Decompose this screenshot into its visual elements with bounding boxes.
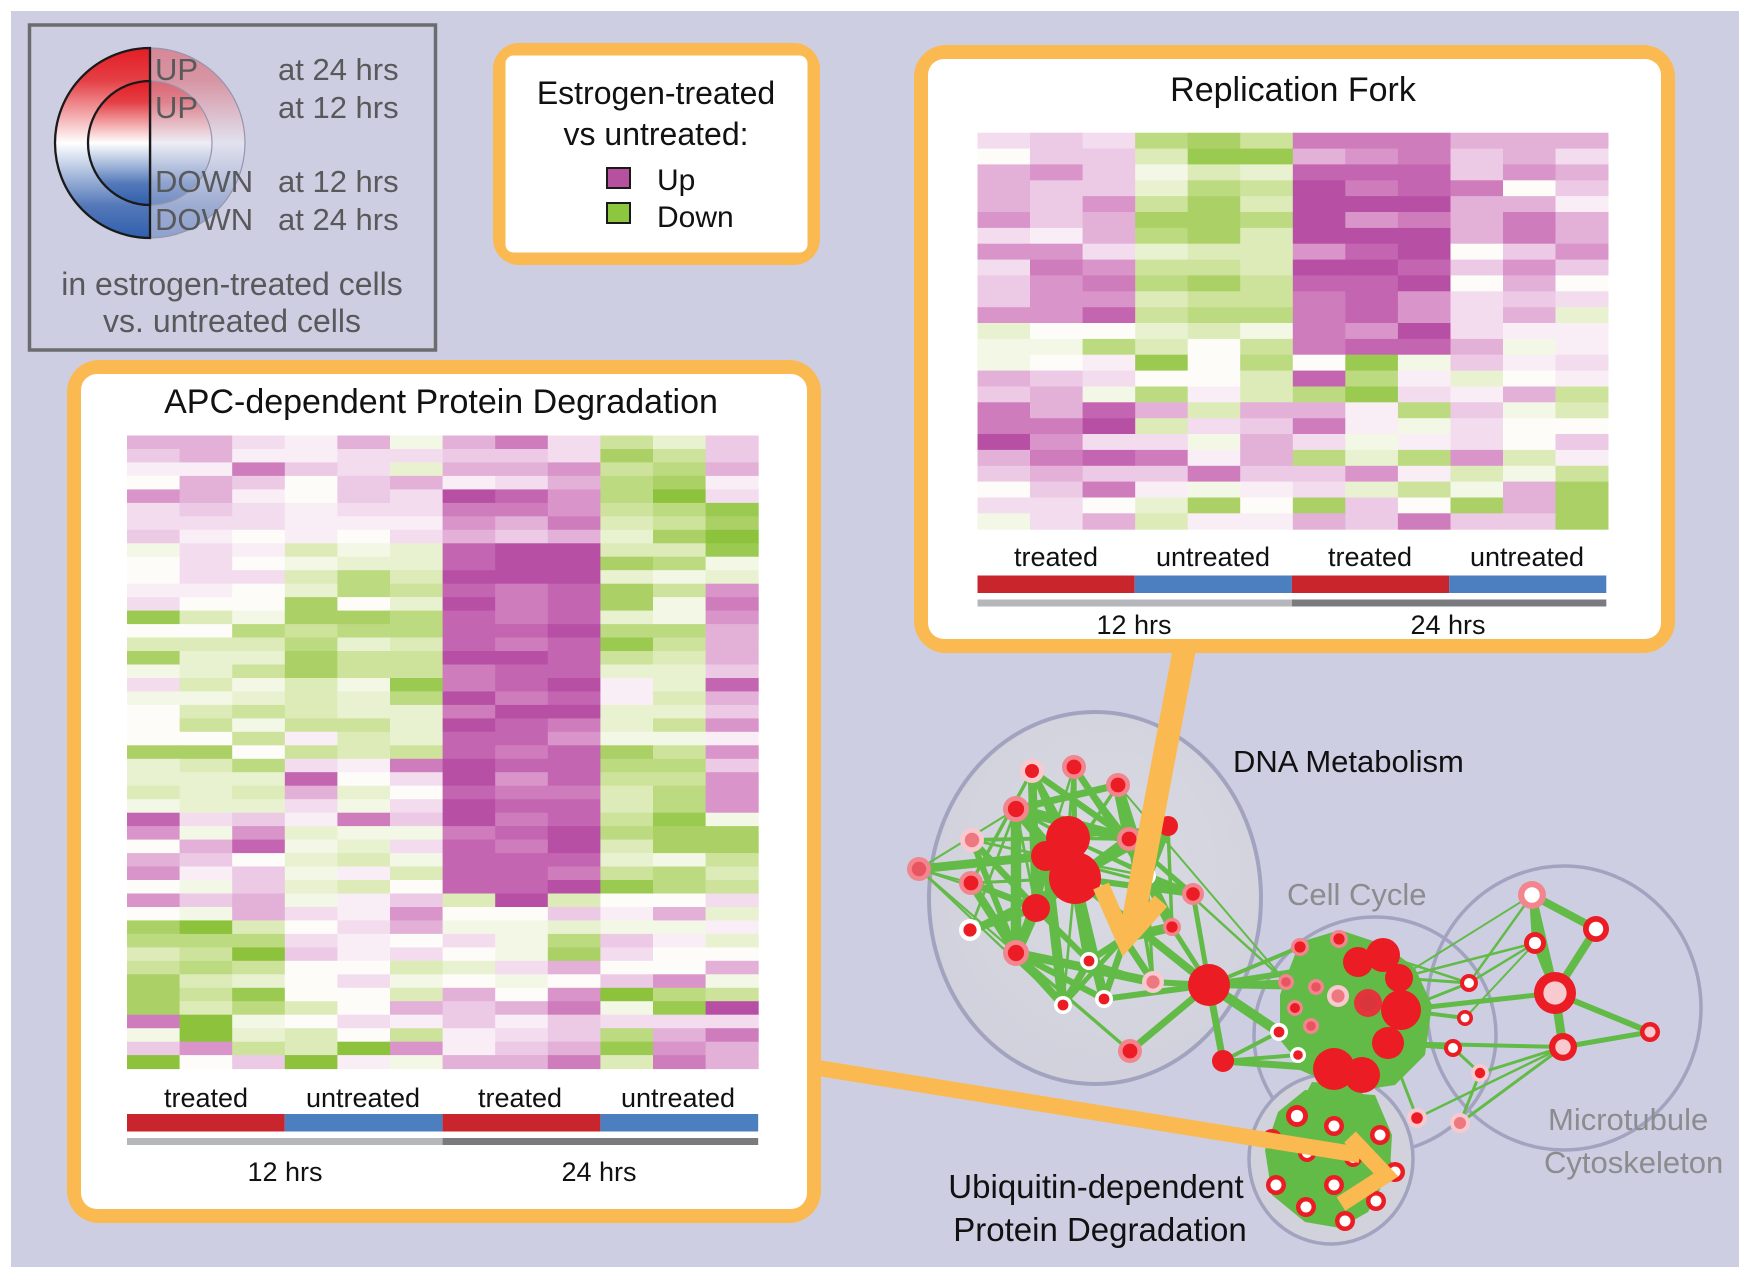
- svg-text:treated: treated: [1014, 542, 1098, 572]
- svg-text:Protein Degradation: Protein Degradation: [953, 1211, 1247, 1248]
- svg-text:at 24 hrs: at 24 hrs: [278, 52, 399, 87]
- svg-text:untreated: untreated: [621, 1083, 735, 1113]
- svg-text:24 hrs: 24 hrs: [1410, 610, 1485, 640]
- svg-text:DOWN: DOWN: [155, 202, 253, 237]
- svg-text:at 24 hrs: at 24 hrs: [278, 202, 399, 237]
- svg-text:Estrogen-treated: Estrogen-treated: [537, 75, 775, 111]
- svg-text:vs. untreated cells: vs. untreated cells: [103, 303, 361, 339]
- svg-text:APC-dependent Protein Degradat: APC-dependent Protein Degradation: [164, 383, 718, 421]
- svg-text:12 hrs: 12 hrs: [247, 1157, 322, 1187]
- svg-text:at 12 hrs: at 12 hrs: [278, 164, 399, 199]
- svg-text:untreated: untreated: [1156, 542, 1270, 572]
- svg-text:UP: UP: [155, 90, 198, 125]
- svg-text:Up: Up: [657, 164, 695, 197]
- svg-text:treated: treated: [1328, 542, 1412, 572]
- svg-text:treated: treated: [164, 1083, 248, 1113]
- svg-text:Down: Down: [657, 201, 734, 234]
- svg-text:DNA Metabolism: DNA Metabolism: [1233, 744, 1464, 779]
- svg-text:Cytoskeleton: Cytoskeleton: [1544, 1145, 1723, 1180]
- svg-text:Replication Fork: Replication Fork: [1170, 71, 1417, 109]
- svg-text:24 hrs: 24 hrs: [561, 1157, 636, 1187]
- svg-text:DOWN: DOWN: [155, 164, 253, 199]
- svg-text:in estrogen-treated cells: in estrogen-treated cells: [61, 266, 403, 302]
- svg-text:at 12 hrs: at 12 hrs: [278, 90, 399, 125]
- svg-text:Ubiquitin-dependent: Ubiquitin-dependent: [948, 1168, 1243, 1205]
- svg-text:UP: UP: [155, 52, 198, 87]
- svg-text:12 hrs: 12 hrs: [1096, 610, 1171, 640]
- svg-text:Cell Cycle: Cell Cycle: [1287, 877, 1427, 912]
- svg-text:vs untreated:: vs untreated:: [564, 116, 749, 152]
- svg-text:Microtubule: Microtubule: [1548, 1102, 1708, 1137]
- svg-text:untreated: untreated: [1470, 542, 1584, 572]
- svg-text:untreated: untreated: [306, 1083, 420, 1113]
- svg-text:treated: treated: [478, 1083, 562, 1113]
